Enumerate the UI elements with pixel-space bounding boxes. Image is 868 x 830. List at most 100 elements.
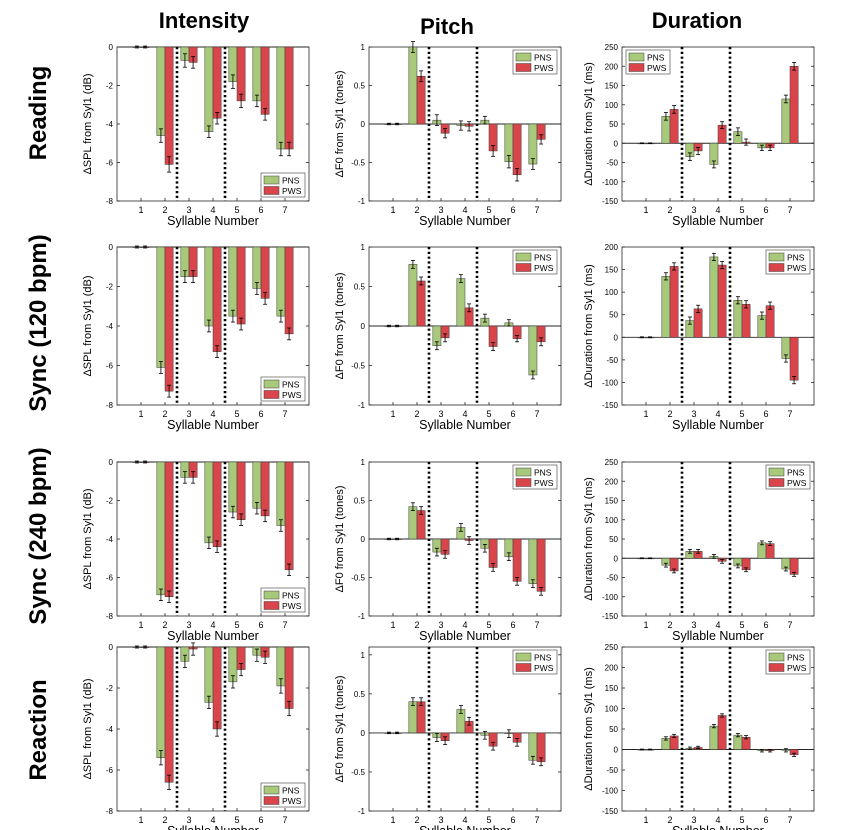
bar-pns-syl5 (733, 734, 743, 750)
column-title-duration: Duration (652, 8, 742, 33)
x-tick-label: 1 (138, 409, 143, 419)
x-axis-label: Syllable Number (167, 214, 259, 228)
x-tick-label: 5 (486, 815, 491, 825)
bar-pns-syl4 (204, 461, 214, 544)
x-tick-label: 3 (186, 620, 191, 630)
y-tick-label: -2 (106, 684, 114, 693)
x-axis-label: Syllable Number (167, 629, 259, 643)
x-tick-label: 7 (787, 205, 792, 215)
bar-pws-syl4 (212, 246, 222, 352)
x-tick-label: 4 (715, 815, 720, 825)
x-tick-label: 6 (258, 205, 263, 215)
y-axis-label: ΔSPL from Syl1 (dB) (82, 488, 94, 589)
x-axis-label: Syllable Number (419, 214, 511, 228)
bar-pws-syl2 (164, 246, 174, 392)
bar-pws-syl3 (693, 308, 703, 338)
bar-pns-syl2 (156, 246, 166, 368)
x-tick-label: 2 (667, 409, 672, 419)
bar-pws-syl5 (488, 538, 498, 568)
legend-swatch-pns (263, 590, 280, 600)
y-axis-label: ΔF0 from Syl1 (tones) (334, 486, 346, 593)
bar-pws-syl5 (741, 304, 751, 338)
y-axis-label: ΔSPL from Syl1 (dB) (82, 678, 94, 779)
y-tick-label: 200 (605, 477, 619, 486)
y-tick-label: 0 (361, 729, 366, 738)
x-tick-label: 4 (210, 815, 215, 825)
legend-swatch-pns (768, 252, 785, 262)
chart-sync-120-bpm-intensity: 0 -2 -4 -6 -8 1 2 3 4 5 6 7 Syllable Number ΔSPL from… (82, 243, 310, 432)
legend-swatch-pws (515, 478, 532, 487)
y-tick-label: 0.5 (354, 690, 366, 699)
legend-swatch-pws (263, 390, 280, 399)
bar-pns-syl5 (228, 461, 238, 513)
y-tick-label: -50 (606, 766, 618, 775)
x-axis-label: Syllable Number (167, 418, 259, 432)
y-tick-label: 0 (109, 43, 114, 52)
y-tick-label: -1 (358, 197, 366, 206)
y-tick-label: -0.5 (351, 159, 365, 168)
x-tick-label: 3 (438, 409, 443, 419)
legend-swatch-pws (768, 478, 785, 487)
bar-pws-syl2 (164, 646, 174, 783)
x-tick-label: 1 (138, 620, 143, 630)
x-tick-label: 7 (534, 815, 539, 825)
bar-pws-syl4 (212, 461, 222, 547)
bar-pns-syl7 (781, 98, 791, 144)
x-tick-label: 1 (390, 409, 395, 419)
bar-pws-syl4 (212, 46, 222, 119)
row-title-sync-120-bpm: Sync (120 bpm) (25, 234, 52, 411)
bar-pws-syl4 (212, 646, 222, 730)
y-tick-label: 50 (609, 535, 618, 544)
y-tick-label: 100 (605, 516, 619, 525)
legend-label-pns: PNS (282, 591, 300, 601)
y-tick-label: -150 (602, 197, 619, 206)
x-tick-label: 5 (739, 815, 744, 825)
y-axis-label: ΔDuration from Syl1 (ms) (583, 477, 595, 600)
x-axis-label: Syllable Number (419, 418, 511, 432)
x-tick-label: 6 (258, 409, 263, 419)
y-tick-label: -4 (106, 322, 114, 331)
y-tick-label: 200 (605, 62, 619, 71)
y-tick-label: 0 (361, 322, 366, 331)
bar-pns-syl4 (204, 46, 214, 132)
chart-sync-240-bpm-intensity: 0 -2 -4 -6 -8 1 2 3 4 5 6 7 Syllable Number ΔSPL from… (82, 458, 310, 643)
y-tick-label: -100 (602, 593, 619, 602)
y-tick-label: 100 (605, 288, 619, 297)
x-tick-label: 3 (438, 205, 443, 215)
x-tick-label: 4 (715, 620, 720, 630)
x-tick-label: 4 (715, 205, 720, 215)
y-tick-label: 1 (361, 458, 366, 467)
legend-label-pns: PNS (534, 653, 552, 663)
row-title-reaction: Reaction (25, 679, 52, 780)
bar-pws-syl2 (164, 461, 174, 597)
y-tick-label: 0.5 (354, 283, 366, 292)
bar-pws-syl7 (284, 46, 294, 150)
x-tick-label: 6 (763, 409, 768, 419)
x-tick-label: 1 (643, 815, 648, 825)
legend-label-pns: PNS (647, 53, 665, 63)
column-title-pitch: Pitch (420, 14, 474, 39)
x-axis-label: Syllable Number (672, 418, 764, 432)
bar-pws-syl6 (260, 46, 270, 115)
legend-label-pws: PWS (787, 478, 807, 488)
y-tick-label: 200 (605, 664, 619, 673)
x-tick-label: 5 (739, 409, 744, 419)
y-axis-label: ΔSPL from Syl1 (dB) (82, 275, 94, 376)
x-tick-label: 6 (763, 815, 768, 825)
legend-label-pws: PWS (282, 796, 302, 806)
x-tick-label: 4 (462, 409, 467, 419)
x-tick-label: 6 (510, 620, 515, 630)
bar-pns-syl5 (228, 246, 238, 317)
y-tick-label: -50 (606, 356, 618, 365)
legend-label-pws: PWS (534, 263, 554, 273)
y-tick-label: -0.5 (351, 768, 365, 777)
legend-label-pws: PWS (534, 63, 554, 73)
x-tick-label: 3 (186, 815, 191, 825)
bar-pws-syl7 (789, 337, 799, 381)
